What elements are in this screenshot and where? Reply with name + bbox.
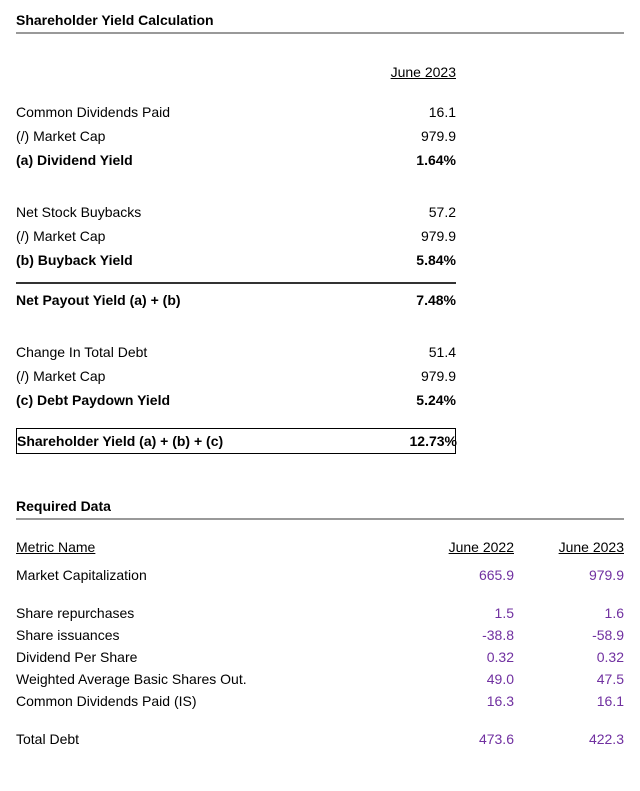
value-2023: 422.3 bbox=[514, 731, 624, 747]
required-header-row: Metric Name June 2022 June 2023 bbox=[16, 536, 624, 558]
col-2022-header: June 2022 bbox=[404, 539, 514, 555]
label: (/) Market Cap bbox=[16, 368, 296, 384]
req-row-dividend-per-share: Dividend Per Share 0.32 0.32 bbox=[16, 646, 624, 668]
value: 5.84% bbox=[296, 252, 456, 268]
row-net-stock-buybacks: Net Stock Buybacks 57.2 bbox=[16, 200, 624, 224]
label: Shareholder Yield (a) + (b) + (c) bbox=[17, 433, 297, 449]
calc-period-row: June 2023 bbox=[16, 60, 624, 84]
divider bbox=[16, 282, 456, 284]
value-2023: -58.9 bbox=[514, 627, 624, 643]
value-2022: 665.9 bbox=[404, 567, 514, 583]
row-buyback-yield: (b) Buyback Yield 5.84% bbox=[16, 248, 624, 272]
row-change-total-debt: Change In Total Debt 51.4 bbox=[16, 340, 624, 364]
label: Share issuances bbox=[16, 627, 404, 643]
label: Market Capitalization bbox=[16, 567, 404, 583]
label: (c) Debt Paydown Yield bbox=[16, 392, 296, 408]
req-row-market-cap: Market Capitalization 665.9 979.9 bbox=[16, 564, 624, 586]
value: 7.48% bbox=[296, 292, 456, 308]
label: Common Dividends Paid (IS) bbox=[16, 693, 404, 709]
label: Share repurchases bbox=[16, 605, 404, 621]
value-2023: 0.32 bbox=[514, 649, 624, 665]
label: Total Debt bbox=[16, 731, 404, 747]
label: Change In Total Debt bbox=[16, 344, 296, 360]
req-row-share-issuances: Share issuances -38.8 -58.9 bbox=[16, 624, 624, 646]
shareholder-yield-box: Shareholder Yield (a) + (b) + (c) 12.73% bbox=[16, 428, 456, 454]
value: 16.1 bbox=[296, 104, 456, 120]
row-market-cap-2: (/) Market Cap 979.9 bbox=[16, 224, 624, 248]
value: 51.4 bbox=[296, 344, 456, 360]
value-2023: 16.1 bbox=[514, 693, 624, 709]
value: 979.9 bbox=[296, 228, 456, 244]
metric-header: Metric Name bbox=[16, 539, 404, 555]
label: Net Payout Yield (a) + (b) bbox=[16, 292, 296, 308]
value-2022: 49.0 bbox=[404, 671, 514, 687]
label: Dividend Per Share bbox=[16, 649, 404, 665]
value: 979.9 bbox=[296, 128, 456, 144]
req-row-share-repurchases: Share repurchases 1.5 1.6 bbox=[16, 602, 624, 624]
row-dividend-yield: (a) Dividend Yield 1.64% bbox=[16, 148, 624, 172]
value: 5.24% bbox=[296, 392, 456, 408]
label: (a) Dividend Yield bbox=[16, 152, 296, 168]
row-common-dividends-paid: Common Dividends Paid 16.1 bbox=[16, 100, 624, 124]
value-2022: 16.3 bbox=[404, 693, 514, 709]
label: Common Dividends Paid bbox=[16, 104, 296, 120]
value-2022: 1.5 bbox=[404, 605, 514, 621]
label: Weighted Average Basic Shares Out. bbox=[16, 671, 404, 687]
label: (/) Market Cap bbox=[16, 228, 296, 244]
calc-period: June 2023 bbox=[296, 64, 456, 80]
value: 57.2 bbox=[296, 204, 456, 220]
value-2022: 473.6 bbox=[404, 731, 514, 747]
value-2022: -38.8 bbox=[404, 627, 514, 643]
row-market-cap-1: (/) Market Cap 979.9 bbox=[16, 124, 624, 148]
value-2023: 1.6 bbox=[514, 605, 624, 621]
value-2022: 0.32 bbox=[404, 649, 514, 665]
row-debt-paydown-yield: (c) Debt Paydown Yield 5.24% bbox=[16, 388, 624, 412]
value-2023: 979.9 bbox=[514, 567, 624, 583]
value: 12.73% bbox=[297, 433, 457, 449]
req-row-total-debt: Total Debt 473.6 422.3 bbox=[16, 728, 624, 750]
value: 1.64% bbox=[296, 152, 456, 168]
value-2023: 47.5 bbox=[514, 671, 624, 687]
calc-section-title: Shareholder Yield Calculation bbox=[16, 12, 624, 34]
label: (b) Buyback Yield bbox=[16, 252, 296, 268]
row-market-cap-3: (/) Market Cap 979.9 bbox=[16, 364, 624, 388]
label: Net Stock Buybacks bbox=[16, 204, 296, 220]
value: 979.9 bbox=[296, 368, 456, 384]
col-2023-header: June 2023 bbox=[514, 539, 624, 555]
req-row-cdp-is: Common Dividends Paid (IS) 16.3 16.1 bbox=[16, 690, 624, 712]
required-section-title: Required Data bbox=[16, 498, 624, 520]
req-row-wabs: Weighted Average Basic Shares Out. 49.0 … bbox=[16, 668, 624, 690]
row-net-payout-yield: Net Payout Yield (a) + (b) 7.48% bbox=[16, 288, 624, 312]
label: (/) Market Cap bbox=[16, 128, 296, 144]
